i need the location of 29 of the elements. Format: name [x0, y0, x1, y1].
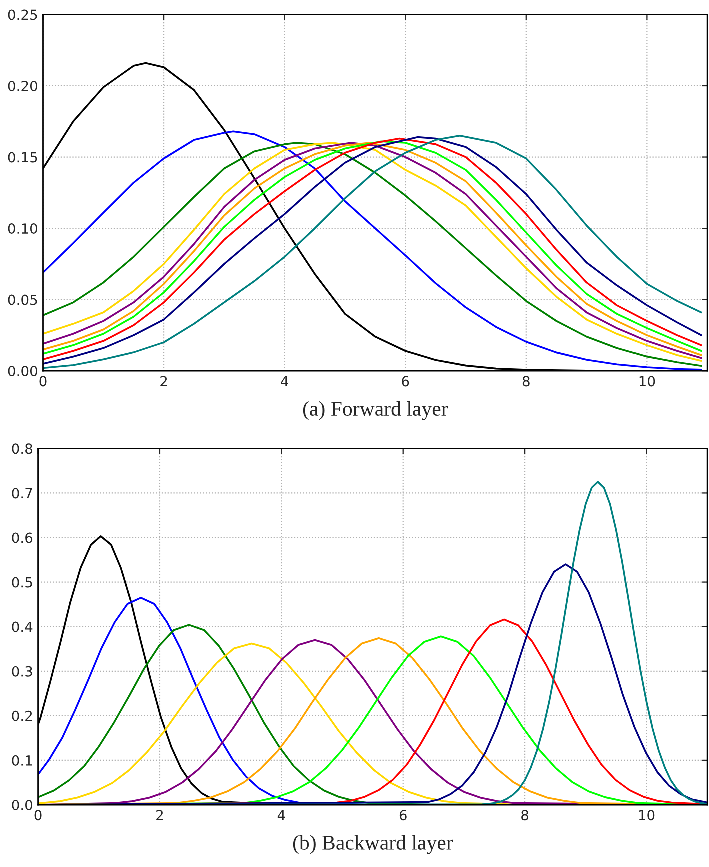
y-tick-label: 0.1 — [12, 755, 32, 766]
x-tick-label: 8 — [522, 810, 529, 821]
x-tick-label: 0 — [34, 810, 42, 821]
text: (b) Backward layer — [293, 835, 454, 854]
y-tick-label: 0.20 — [8, 80, 38, 92]
y-tick-label: 0.7 — [12, 488, 32, 499]
x-tick-label: 8 — [522, 376, 530, 387]
y-tick-label: 0.4 — [12, 622, 33, 632]
y-tick-label: 0.25 — [8, 10, 38, 20]
y-tick-label: 0.2 — [12, 710, 32, 722]
y-tick-label: 0.0 — [12, 800, 33, 810]
x-tick-label: 10 — [639, 810, 655, 821]
x-tick-label: 6 — [400, 810, 407, 821]
x-tick-label: 2 — [156, 810, 164, 820]
x-tick-label: 6 — [402, 376, 410, 387]
y-tick-label: 0.15 — [8, 152, 38, 163]
x-tick-label: 4 — [278, 810, 286, 820]
y-tick-label: 0.3 — [12, 666, 32, 677]
x-tick-label: 10 — [640, 376, 656, 387]
y-tick-label: 0.8 — [12, 444, 32, 454]
x-tick-label: 2 — [160, 376, 168, 386]
text: (a) Forward layer — [303, 401, 448, 420]
x-tick-label: 0 — [40, 376, 47, 387]
y-tick-label: 0.5 — [12, 577, 32, 588]
y-tick-label: 0.00 — [8, 366, 38, 377]
y-tick-label: 0.10 — [8, 224, 38, 234]
x-tick-label: 4 — [281, 376, 288, 386]
y-tick-label: 0.05 — [8, 294, 38, 306]
y-tick-label: 0.6 — [12, 532, 33, 544]
